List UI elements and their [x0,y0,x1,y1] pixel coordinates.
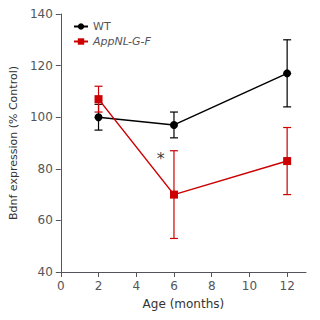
svg-text:10: 10 [242,279,257,293]
svg-text:8: 8 [208,279,216,293]
svg-text:12: 12 [279,279,294,293]
svg-text:4: 4 [132,279,140,293]
svg-text:80: 80 [38,162,53,176]
svg-text:*: * [157,149,165,168]
svg-text:40: 40 [38,265,53,279]
svg-text:60: 60 [38,213,53,227]
svg-text:2: 2 [95,279,103,293]
svg-text:120: 120 [30,59,53,73]
svg-text:6: 6 [170,279,178,293]
svg-text:Bdnf expression (% Control): Bdnf expression (% Control) [7,66,20,220]
svg-text:100: 100 [30,110,53,124]
svg-text:140: 140 [30,7,53,21]
svg-text:AppNL-G-F: AppNL-G-F [92,35,151,48]
svg-text:0: 0 [57,279,65,293]
svg-text:WT: WT [93,20,111,33]
svg-text:Age (months): Age (months) [143,297,225,311]
